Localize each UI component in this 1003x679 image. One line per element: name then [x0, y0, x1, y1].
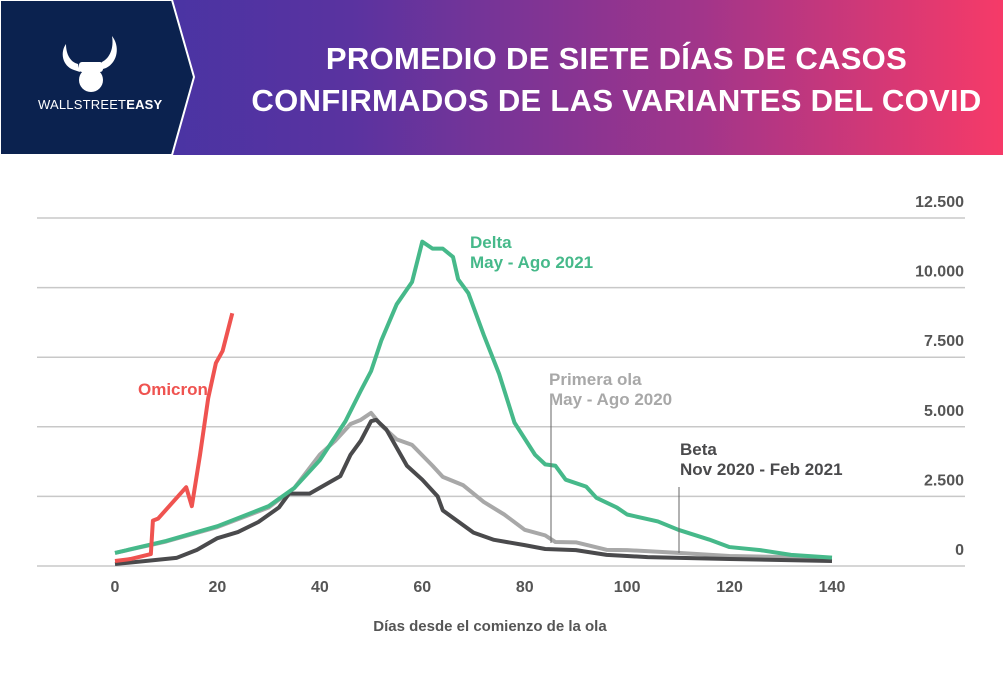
x-tick-label: 80: [516, 579, 534, 596]
x-tick-label: 20: [209, 579, 227, 596]
series-label: Primera ola: [549, 370, 642, 389]
y-tick-label: 12.500: [915, 194, 964, 211]
y-tick-label: 10.000: [915, 264, 964, 281]
x-axis-ticks: 0 20 40 60 80 100 120 140: [111, 579, 846, 596]
series-lines: [114, 239, 833, 567]
y-tick-label: 5.000: [924, 403, 964, 420]
y-axis-ticks: 0 2.500 5.000 7.500 10.000 12.500: [915, 194, 964, 559]
series-label: May - Ago 2021: [470, 253, 593, 272]
series-label: Omicron: [138, 380, 208, 399]
x-axis-label: Días desde el comienzo de la ola: [373, 618, 607, 635]
series-line-omicron: [114, 312, 235, 563]
brand-bold: EASY: [126, 97, 163, 112]
x-tick-label: 40: [311, 579, 329, 596]
header-banner: WALLSTREETEASY PROMEDIO DE SIETE DÍAS DE…: [0, 0, 1003, 155]
y-tick-label: 2.500: [924, 472, 964, 489]
brand-name: WALLSTREETEASY: [38, 97, 162, 112]
logo-panel: [0, 0, 196, 155]
series-line-delta: [114, 239, 833, 560]
x-tick-label: 100: [614, 579, 641, 596]
series-label: Delta: [470, 233, 512, 252]
grid: [37, 217, 965, 567]
page-title: PROMEDIO DE SIETE DÍAS DE CASOS CONFIRMA…: [200, 38, 1003, 122]
title-line-1: PROMEDIO DE SIETE DÍAS DE CASOS: [325, 41, 908, 76]
y-tick-label: 7.500: [924, 333, 964, 350]
x-tick-label: 60: [413, 579, 431, 596]
x-tick-label: 140: [819, 579, 846, 596]
x-tick-label: 0: [111, 579, 120, 596]
title-line-2: CONFIRMADOS DE LAS VARIANTES DEL COVID: [251, 83, 982, 118]
series-line-primera-ola: [114, 410, 833, 560]
y-tick-label: 0: [955, 542, 964, 559]
series-line-beta: [114, 417, 833, 567]
brand-light: WALLSTREET: [38, 97, 127, 112]
series-label: May - Ago 2020: [549, 390, 672, 409]
series-label: Beta: [680, 440, 717, 459]
series-label: Nov 2020 - Feb 2021: [680, 460, 843, 479]
x-tick-label: 120: [716, 579, 743, 596]
bull-fist-logo-icon: [62, 36, 117, 92]
